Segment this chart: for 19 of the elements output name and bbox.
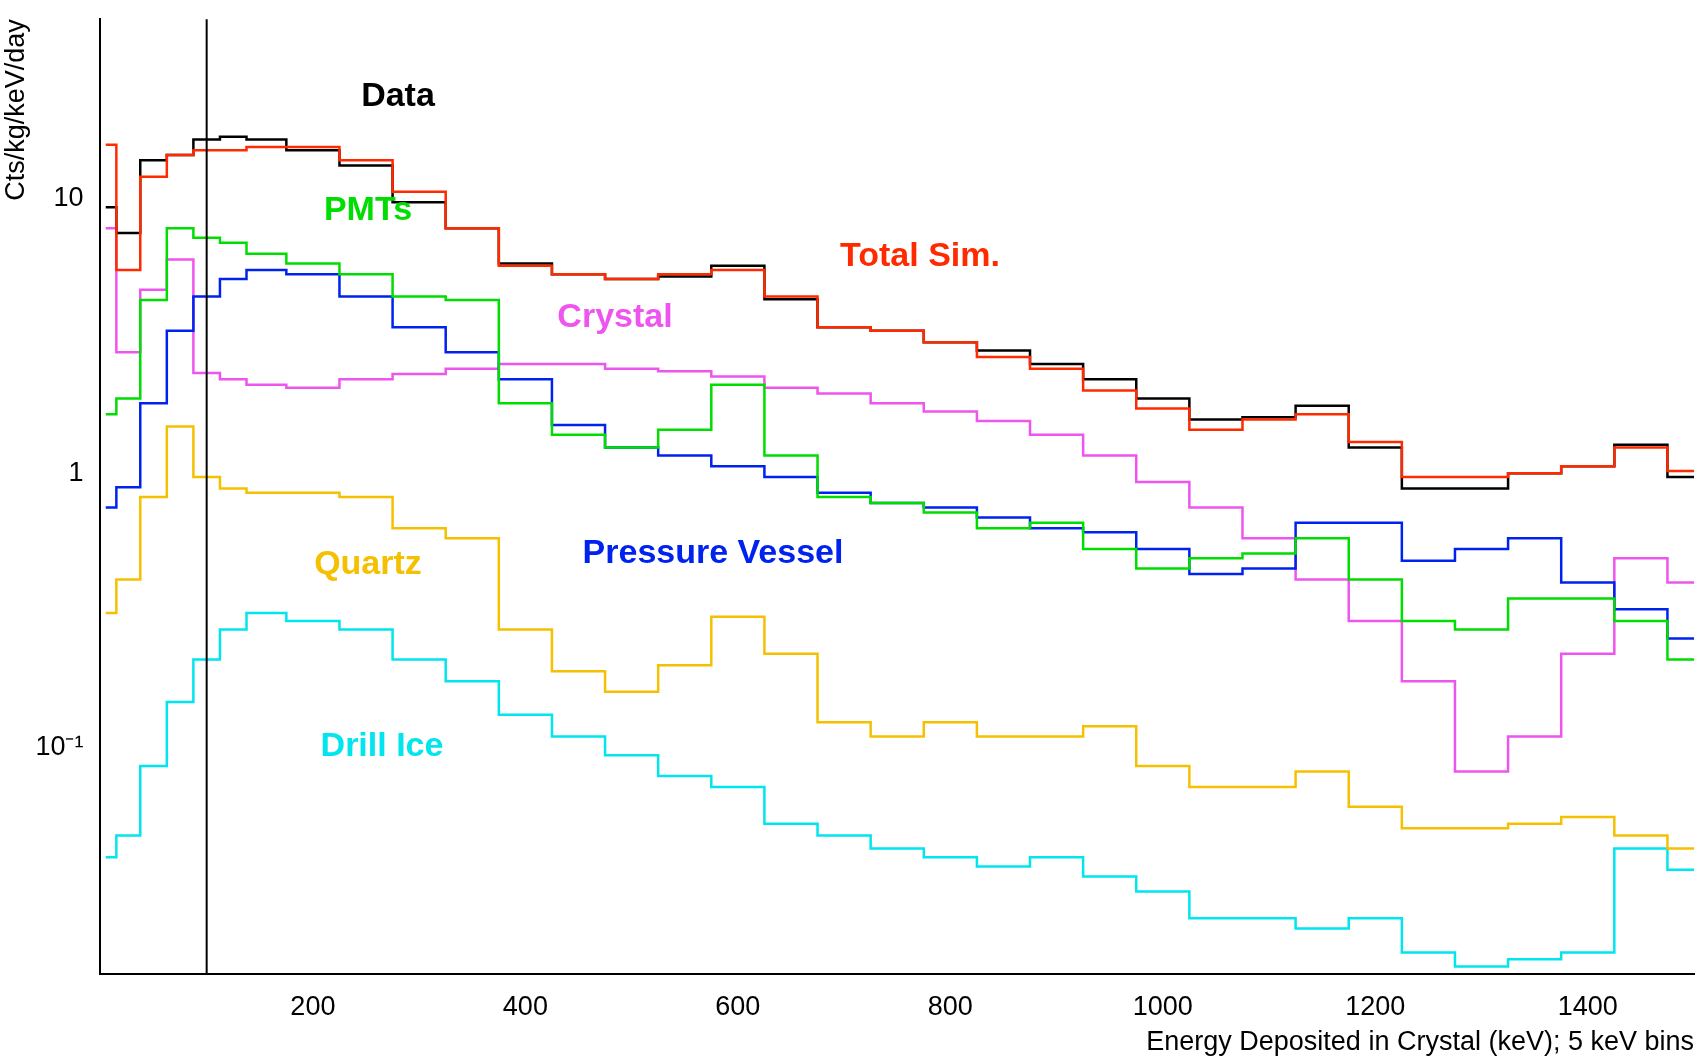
y-tick-label: 10 xyxy=(53,182,84,213)
x-tick-label: 800 xyxy=(927,990,973,1021)
x-tick-label: 400 xyxy=(502,990,548,1021)
x-tick-label: 1200 xyxy=(1345,990,1406,1021)
series-label: Pressure Vessel xyxy=(582,532,844,571)
x-tick-label: 1000 xyxy=(1132,990,1193,1021)
series-label: Total Sim. xyxy=(840,235,1000,274)
x-tick-label: 200 xyxy=(290,990,336,1021)
y-axis-title: Cts/kg/keV/day xyxy=(0,18,30,201)
y-tick-label: 10⁻¹ xyxy=(35,731,84,762)
series-label: Quartz xyxy=(314,543,422,582)
y-tick-label: 1 xyxy=(68,456,84,487)
series-label: Crystal xyxy=(557,296,673,335)
series-label: Data xyxy=(361,75,436,114)
x-axis-title: Energy Deposited in Crystal (keV); 5 keV bins xyxy=(1146,1026,1694,1057)
series-label: Drill Ice xyxy=(320,725,444,764)
x-tick-label: 600 xyxy=(715,990,761,1021)
x-tick-label: 1400 xyxy=(1557,990,1618,1021)
series-label: PMTs xyxy=(323,189,413,228)
